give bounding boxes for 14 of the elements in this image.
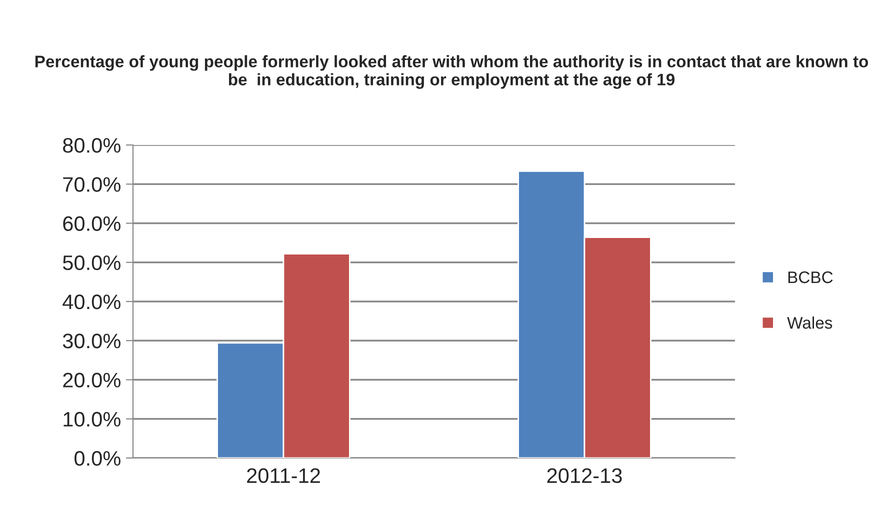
y-tick-label: 20.0%: [63, 372, 120, 388]
legend-label: BCBC: [788, 271, 833, 284]
y-tick-label: 10.0%: [64, 412, 120, 427]
chart-title: Percentage of young people formerly looked after with whom the authority is in contact that are known to be in education, training or employment at the age of 19: [35, 55, 868, 89]
y-tick-label: 40.0%: [62, 294, 120, 310]
y-tick-label: 70.0%: [63, 177, 120, 192]
y-tick-label: 60.0%: [63, 216, 120, 232]
x-tick-label: 2011-12: [247, 468, 320, 484]
y-tick-label: 80.0%: [63, 138, 120, 153]
y-tick-label: 0.0%: [74, 451, 120, 466]
legend-label: Wales: [787, 316, 832, 329]
y-tick-label: 30.0%: [62, 334, 120, 348]
y-tick-label: 50.0%: [62, 255, 120, 270]
x-tick-label: 2012-13: [547, 468, 622, 484]
